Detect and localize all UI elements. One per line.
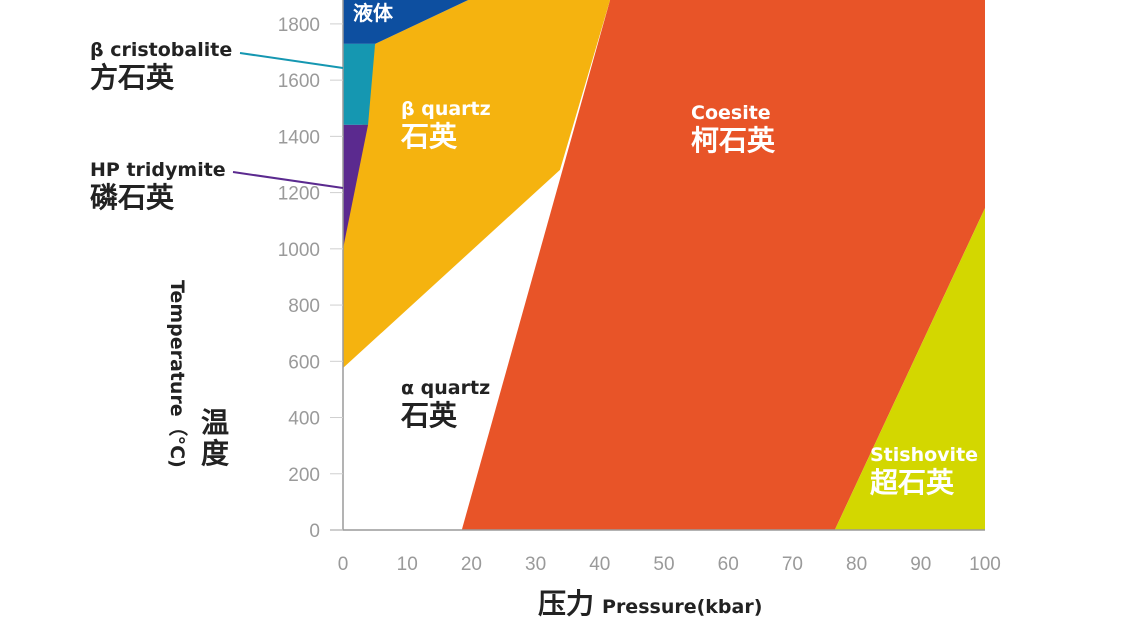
label-alpha-quartz-zh: 石英 [401,398,458,432]
y-tick-label: 200 [288,465,320,486]
label-cristobalite: β cristobalite 方石英 [90,39,233,94]
y-tick-label: 400 [288,409,320,430]
x-tick-label: 40 [589,554,610,575]
label-tridymite: HP tridymite 磷石英 [90,159,226,214]
y-tick-label: 600 [288,352,320,373]
region-beta-cristobalite [343,43,376,125]
region-coesite [461,0,985,530]
label-coesite: Coesite 柯石英 [691,102,776,157]
label-coesite-zh: 柯石英 [691,123,776,157]
y-tick-label: 800 [288,296,320,317]
label-coesite-en: Coesite [691,102,771,124]
y-tick-label: 0 [309,521,320,542]
x-tick-label: 80 [846,554,867,575]
label-beta-quartz: β quartz 石英 [401,98,491,153]
x-tick-label: 90 [910,554,931,575]
label-tridymite-zh: 磷石英 [90,180,175,214]
x-tick-label: 0 [338,554,349,575]
label-alpha-quartz-en: α quartz [401,377,491,399]
label-stishovite: Stishovite 超石英 [870,444,979,499]
x-axis-title: 压力 Pressure(kbar) [538,587,763,620]
label-stishovite-zh: 超石英 [870,465,955,499]
x-axis-title-en: Pressure(kbar) [602,596,763,618]
x-tick-label: 20 [461,554,482,575]
x-axis-title-zh: 压力 [538,587,595,620]
label-liquid: 液体 [353,2,393,25]
y-axis-title-zh: 温度 [201,406,230,470]
x-tick-label: 10 [397,554,418,575]
cristobalite-leader-line [239,52,344,69]
region-liquid [343,0,469,44]
tridymite-leader-line [232,171,344,189]
x-tick-label: 70 [782,554,803,575]
region-hp-tridymite [343,124,369,249]
label-alpha-quartz: α quartz 石英 [401,377,491,432]
label-stishovite-en: Stishovite [870,444,979,466]
region-stishovite [834,208,985,530]
y-tick-label: 1600 [278,71,320,92]
region-beta-quartz [343,0,611,369]
y-axis-title-en: Temperature（°C) [165,280,188,468]
label-cristobalite-zh: 方石英 [90,60,175,94]
x-tick-label: 30 [525,554,546,575]
label-tridymite-en: HP tridymite [90,159,226,181]
y-tick-label: 1400 [278,127,320,148]
y-tick-label: 1000 [278,240,320,261]
label-beta-quartz-en: β quartz [401,98,491,120]
y-tick-label: 1800 [278,15,320,36]
x-tick-label: 100 [969,554,1001,575]
y-tick-label: 1200 [278,184,320,205]
label-beta-quartz-zh: 石英 [401,119,458,153]
x-tick-label: 60 [718,554,739,575]
label-liquid-zh: 液体 [353,1,393,25]
x-tick-label: 50 [653,554,674,575]
label-cristobalite-en: β cristobalite [90,39,233,61]
